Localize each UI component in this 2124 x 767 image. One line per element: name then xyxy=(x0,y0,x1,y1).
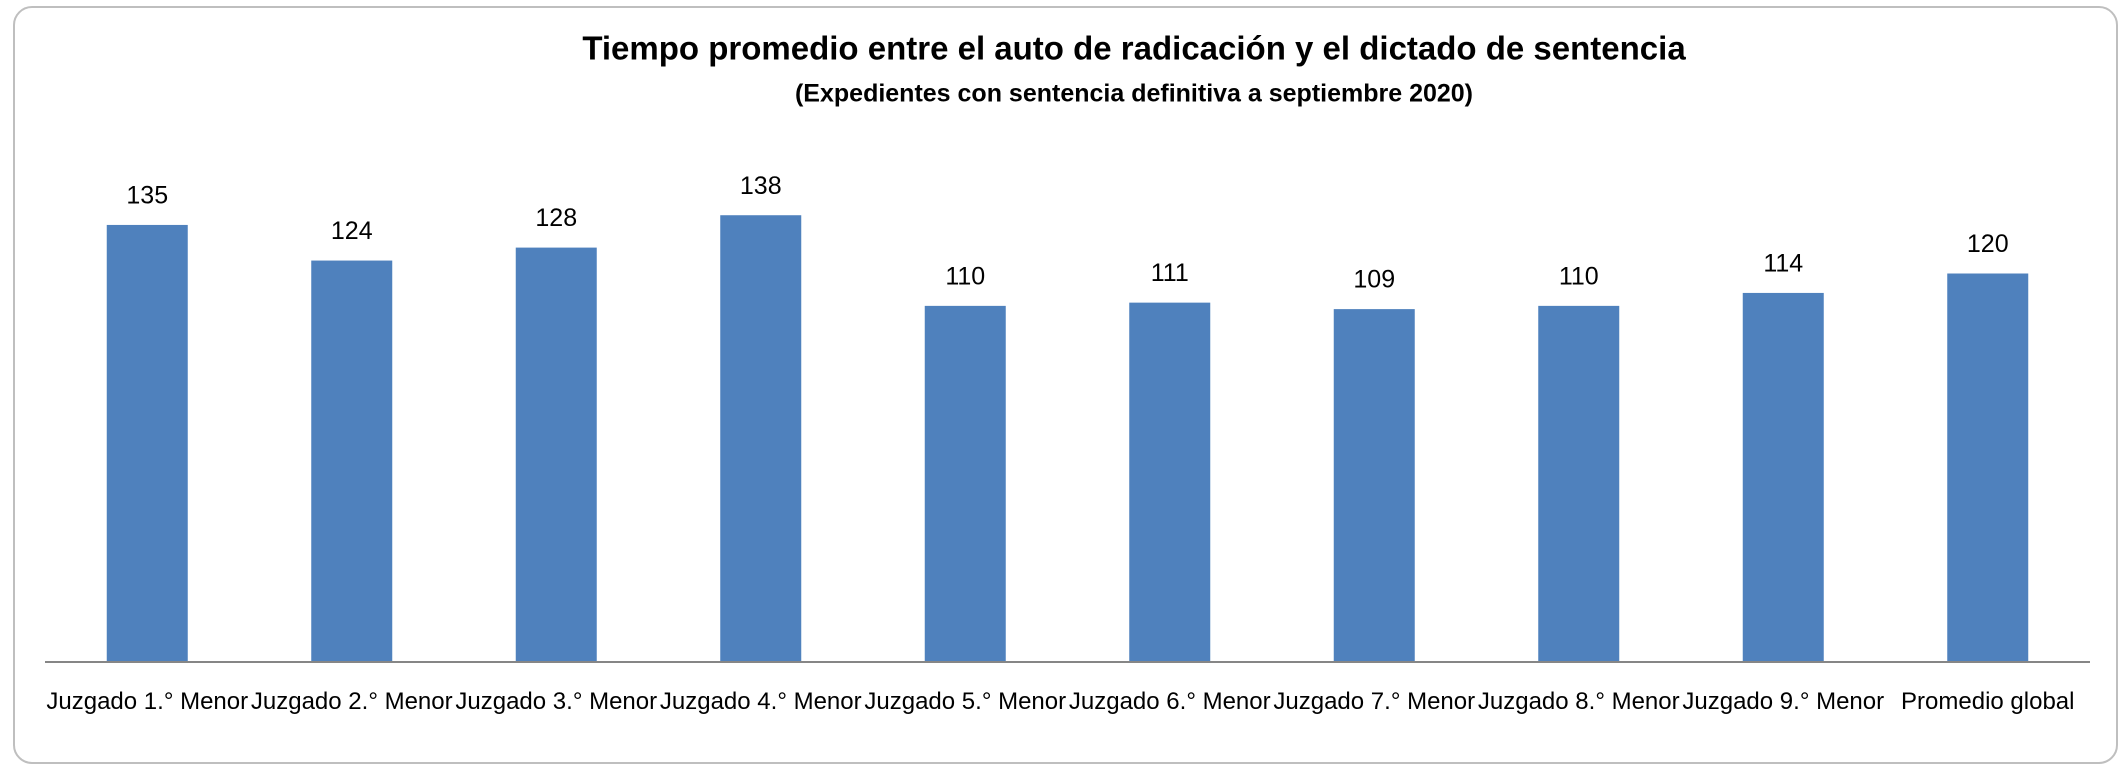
data-label: 124 xyxy=(331,217,373,245)
bar xyxy=(720,215,802,662)
x-tick-label: Juzgado 2.° Menor xyxy=(250,688,453,715)
bar xyxy=(1129,302,1211,662)
x-tick-label: Promedio global xyxy=(1901,688,2075,715)
data-label: 120 xyxy=(1967,230,2009,258)
bar xyxy=(1742,292,1824,662)
data-label: 109 xyxy=(1353,266,1395,294)
bar xyxy=(1333,309,1415,662)
data-label: 114 xyxy=(1763,250,1803,278)
bar xyxy=(311,260,393,662)
data-label: 135 xyxy=(126,182,168,210)
x-tick-label: Juzgado 5.° Menor xyxy=(864,688,1067,715)
x-tick-label: Juzgado 3.° Menor xyxy=(455,688,658,715)
chart-subtitle: (Expedientes con sentencia definitiva a … xyxy=(795,80,1473,108)
data-label: 110 xyxy=(945,262,985,290)
data-label: 138 xyxy=(740,172,782,200)
x-tick-label: Juzgado 8.° Menor xyxy=(1477,688,1680,715)
bar xyxy=(924,305,1006,662)
x-tick-label: Juzgado 9.° Menor xyxy=(1682,688,1885,715)
chart-title: Tiempo promedio entre el auto de radicac… xyxy=(582,30,1686,67)
x-tick-label: Juzgado 1.° Menor xyxy=(46,688,249,715)
bar xyxy=(1538,305,1620,662)
bar xyxy=(1947,273,2029,662)
x-tick-label: Juzgado 6.° Menor xyxy=(1068,688,1271,715)
data-label: 110 xyxy=(1559,262,1599,290)
bar xyxy=(515,247,597,662)
bar xyxy=(106,224,188,662)
x-tick-label: Juzgado 4.° Menor xyxy=(659,688,862,715)
data-label: 111 xyxy=(1151,259,1189,287)
data-label: 128 xyxy=(535,204,577,232)
x-tick-label: Juzgado 7.° Menor xyxy=(1273,688,1476,715)
